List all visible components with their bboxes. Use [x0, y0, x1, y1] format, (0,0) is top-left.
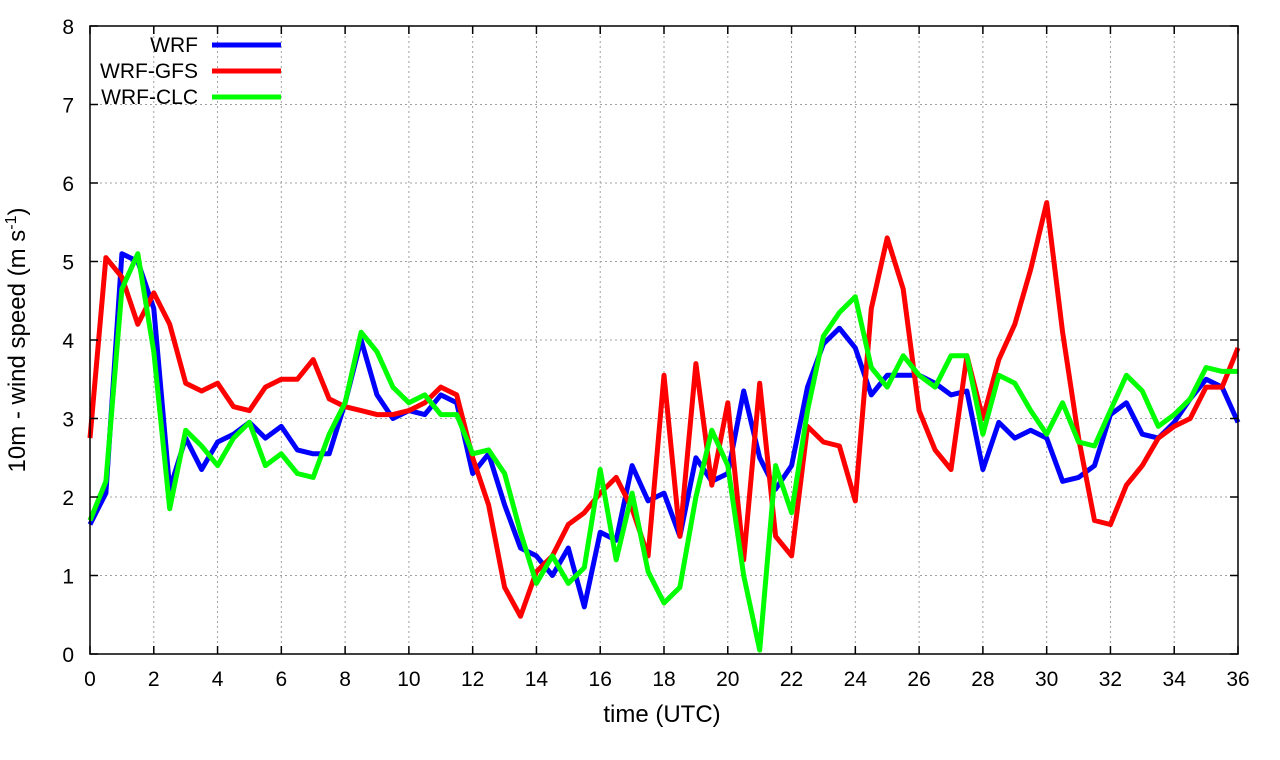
y-tick-label: 0 — [62, 644, 74, 667]
legend-label-wrf: WRF — [150, 34, 198, 57]
x-tick-label: 18 — [652, 668, 675, 691]
x-tick-labels: 0 2 4 6 8 10 12 14 16 18 20 22 24 26 28 30 32 34 36 — [84, 668, 1250, 691]
x-tick-label: 28 — [971, 668, 994, 691]
grid-layer — [90, 26, 1238, 654]
y-axis-label-superscript: -1 — [3, 215, 20, 229]
y-tick-labels: 0 1 2 3 4 5 6 7 8 — [62, 16, 74, 667]
y-axis-label-tail: ) — [4, 208, 31, 216]
x-tick-label: 2 — [148, 668, 160, 691]
series-line-wrf-gfs — [87, 200, 1241, 619]
legend-label-wrf-clc: WRF-CLC — [101, 86, 198, 109]
y-axis-label: 10m - wind speed (m s-1) — [3, 208, 31, 473]
tick-layer — [89, 25, 1239, 655]
x-tick-label: 36 — [1226, 668, 1249, 691]
y-tick-label: 5 — [62, 252, 74, 275]
x-tick-label: 14 — [525, 668, 549, 691]
y-tick-label: 8 — [62, 16, 74, 39]
y-tick-label: 2 — [62, 487, 74, 510]
series-line-wrf — [87, 251, 1241, 610]
x-tick-label: 22 — [780, 668, 803, 691]
legend-label-wrf-gfs: WRF-GFS — [100, 60, 198, 83]
legend: WRF WRF-GFS WRF-CLC — [100, 34, 281, 109]
y-tick-label: 4 — [62, 330, 74, 353]
y-tick-label: 7 — [62, 95, 74, 118]
x-axis-label: time (UTC) — [603, 701, 720, 728]
x-tick-label: 4 — [212, 668, 224, 691]
x-tick-label: 0 — [84, 668, 96, 691]
x-tick-label: 20 — [716, 668, 739, 691]
x-tick-label: 12 — [461, 668, 484, 691]
x-tick-label: 34 — [1163, 668, 1187, 691]
series-layer — [87, 200, 1241, 653]
series-line-wrf-clc — [87, 251, 1238, 653]
x-tick-label: 8 — [339, 668, 351, 691]
y-tick-label: 6 — [62, 173, 74, 196]
y-tick-label: 3 — [62, 409, 74, 432]
x-tick-label: 30 — [1035, 668, 1058, 691]
x-tick-label: 26 — [907, 668, 930, 691]
x-tick-label: 6 — [275, 668, 287, 691]
x-tick-label: 24 — [844, 668, 868, 691]
y-tick-label: 1 — [62, 566, 74, 589]
x-tick-label: 16 — [589, 668, 612, 691]
x-tick-label: 10 — [397, 668, 420, 691]
x-tick-label: 32 — [1099, 668, 1122, 691]
y-axis-label-main: 10m - wind speed (m s — [4, 230, 31, 473]
